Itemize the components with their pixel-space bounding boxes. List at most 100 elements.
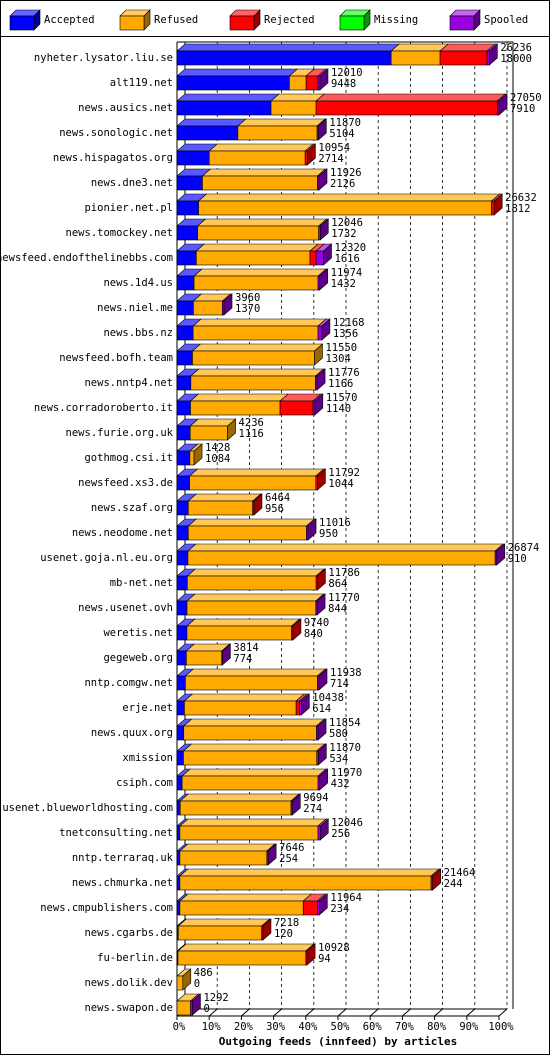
bar-side (317, 718, 327, 741)
bar-side (192, 993, 201, 1016)
bar (270, 100, 317, 116)
offered-label: 11938 (330, 667, 362, 679)
bar-top (270, 93, 325, 102)
accepted-label: 910 (508, 553, 527, 565)
bar (190, 375, 316, 391)
bar-top (195, 243, 319, 252)
bar (177, 950, 307, 966)
bar (179, 900, 304, 916)
offered-label: 27050 (510, 92, 542, 104)
bar (176, 525, 189, 541)
bar-top (176, 68, 299, 77)
bar (279, 400, 314, 416)
offered-label: 486 (194, 967, 213, 979)
bar-side (317, 568, 326, 591)
offered-label: 10438 (312, 692, 344, 704)
bar (186, 600, 317, 616)
x-tick-label: 10% (202, 1021, 222, 1033)
bar-top (192, 318, 327, 327)
bar (193, 275, 319, 291)
bar-top (188, 468, 325, 477)
bar-side (319, 68, 329, 91)
accepted-label: 0 (203, 1003, 209, 1015)
bar-top (208, 143, 314, 152)
accepted-label: 1812 (505, 203, 530, 215)
category-label: pionier.net.pl (84, 202, 173, 214)
bar-side (318, 168, 328, 191)
bar (315, 100, 498, 116)
bar-top (191, 343, 324, 352)
bar (176, 50, 392, 66)
offered-label: 11016 (319, 517, 351, 529)
accepted-label: 0 (194, 978, 200, 990)
bar (187, 500, 253, 516)
legend-label: Missing (374, 14, 418, 26)
category-label: news.neodome.net (72, 527, 173, 539)
bar-top (182, 718, 326, 727)
accepted-label: 5104 (329, 128, 354, 140)
bar-side (306, 943, 316, 966)
offered-label: 11792 (328, 467, 360, 479)
bar-top (196, 218, 328, 227)
legend-swatch (339, 15, 365, 31)
x-tick-label: 50% (331, 1021, 351, 1033)
x-tick-label: 20% (234, 1021, 254, 1033)
category-label: news.sonologic.net (59, 127, 173, 139)
accepted-label: 1116 (239, 428, 264, 440)
bar (176, 800, 181, 816)
accepted-label: 956 (265, 503, 284, 515)
category-label: news.nntp4.net (84, 377, 173, 389)
offered-label: 7218 (274, 917, 299, 929)
bar (176, 475, 190, 491)
accepted-label: 1166 (328, 378, 353, 390)
bar (176, 375, 192, 391)
bar-side (321, 318, 331, 341)
offered-label: 26632 (505, 192, 537, 204)
category-label: news.szaf.org (91, 502, 173, 514)
category-label: nntp.comgw.net (84, 677, 173, 689)
category-label: news.chmurka.net (72, 877, 173, 889)
bar (295, 700, 300, 716)
bar-side (316, 593, 326, 616)
bar-side (316, 368, 326, 391)
bar-top (176, 93, 280, 102)
accepted-label: 1732 (331, 228, 356, 240)
bar-side (193, 443, 203, 466)
bar-top (187, 518, 316, 527)
offered-label: 11570 (326, 392, 358, 404)
bar-side (307, 143, 316, 166)
bar (176, 200, 199, 216)
category-label: nyheter.lysator.liu.se (34, 52, 173, 64)
bar-side (222, 643, 231, 666)
offered-label: 10954 (318, 142, 350, 154)
accepted-label: 714 (330, 678, 349, 690)
offered-label: 1292 (203, 992, 228, 1004)
category-label: news.bbs.nz (103, 327, 173, 339)
bar (309, 250, 317, 266)
accepted-label: 1616 (335, 253, 360, 265)
bar (186, 650, 223, 666)
bar (237, 125, 318, 141)
legend-label: Refused (154, 14, 198, 26)
accepted-label: 2126 (330, 178, 355, 190)
bar (491, 200, 495, 216)
bar (202, 175, 318, 191)
category-label: newsfeed.bofh.team (59, 352, 173, 364)
category-label: news.niel.me (97, 302, 173, 314)
x-tick-label: 70% (395, 1021, 415, 1033)
category-label: xmission (122, 752, 173, 764)
bar (176, 450, 191, 466)
x-tick (337, 1008, 347, 1017)
offered-label: 11550 (325, 342, 357, 354)
bar-side (267, 843, 277, 866)
accepted-label: 18000 (500, 53, 532, 65)
accepted-label: 1304 (325, 353, 350, 365)
accepted-label: 256 (331, 828, 350, 840)
bar-top (186, 593, 325, 602)
bar-top (190, 368, 325, 377)
accepted-label: 1140 (326, 403, 351, 415)
accepted-label: 1432 (331, 278, 356, 290)
bar (176, 300, 194, 316)
bar (176, 425, 191, 441)
accepted-label: 844 (328, 603, 347, 615)
